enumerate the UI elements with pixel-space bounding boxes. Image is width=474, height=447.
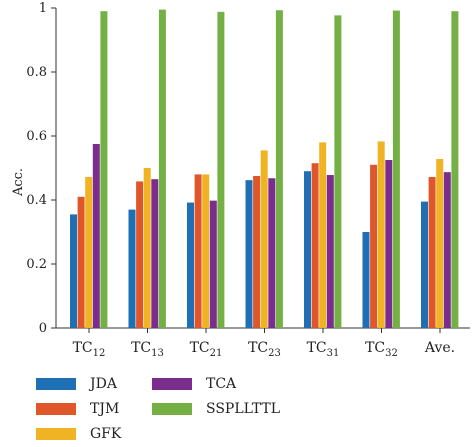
bar-jda-6 <box>362 232 370 328</box>
bar-sspllttl-3 <box>217 11 225 329</box>
bar-tjm-6 <box>370 164 378 328</box>
bar-tjm-5 <box>311 163 319 328</box>
legend-label-jda: JDA <box>90 376 117 392</box>
x-tick-label: TC32 <box>365 340 398 359</box>
bar-tca-5 <box>326 175 334 328</box>
y-tick-label: 0.8 <box>26 65 47 80</box>
bar-sspllttl-2 <box>158 9 166 328</box>
bar-gfk-5 <box>319 142 327 328</box>
bar-tca-3 <box>209 200 217 328</box>
bar-jda-3 <box>187 202 194 328</box>
y-tick-label: 0.2 <box>26 257 47 272</box>
y-tick-label: 0 <box>39 321 47 336</box>
bar-tca-2 <box>151 179 159 328</box>
x-tick-label: TC23 <box>248 340 281 359</box>
legend-swatch-gfk <box>36 428 76 440</box>
legend-swatch-tjm <box>36 403 76 415</box>
legend-label-tca: TCA <box>206 376 237 392</box>
legend: JDA TJM GFK TCA SSPLLTTL <box>36 368 336 446</box>
legend-label-tjm: TJM <box>90 401 120 417</box>
legend-label-sspllttl: SSPLLTTL <box>206 401 281 417</box>
bar-tjm-2 <box>136 181 144 328</box>
legend-item-tca: TCA <box>152 376 236 392</box>
x-tick-label: TC13 <box>131 340 164 359</box>
bar-sspllttl-6 <box>392 10 400 329</box>
bar-jda-2 <box>128 209 136 328</box>
y-tick-label: 0.4 <box>26 193 47 208</box>
bar-tjm-1 <box>77 196 85 328</box>
legend-swatch-jda <box>36 378 76 390</box>
bar-gfk-2 <box>143 168 151 328</box>
legend-item-gfk: GFK <box>36 426 121 442</box>
y-tick-label: 1 <box>39 1 47 16</box>
bar-sspllttl-4 <box>275 10 283 329</box>
legend-item-jda: JDA <box>36 376 117 392</box>
y-tick-label: 0.6 <box>26 129 47 144</box>
bar-jda-5 <box>304 171 311 328</box>
bar-tca-1 <box>92 144 100 328</box>
x-tick-label: TC21 <box>190 340 223 359</box>
bar-gfk-3 <box>202 174 210 328</box>
y-axis-label: Acc. <box>11 168 26 197</box>
bar-gfk-1 <box>85 176 93 328</box>
x-tick-label: TC31 <box>307 340 340 359</box>
bar-jda-1 <box>70 214 77 328</box>
bar-sspllttl-7 <box>451 11 459 328</box>
bar-jda-4 <box>245 180 253 328</box>
legend-item-sspllttl: SSPLLTTL <box>152 401 280 417</box>
x-tick-label: TC12 <box>73 340 106 359</box>
bar-gfk-4 <box>260 150 268 328</box>
legend-item-tjm: TJM <box>36 401 119 417</box>
legend-swatch-sspllttl <box>152 403 192 415</box>
legend-swatch-tca <box>152 378 192 390</box>
plot-area: 0 0.2 0.4 0.6 0.8 1 TC12 TC13 TC21 TC23 TC31 TC32 Av… <box>26 1 470 359</box>
bar-gfk-7 <box>436 159 444 328</box>
bar-tjm-7 <box>428 176 436 328</box>
bar-tjm-4 <box>253 176 261 328</box>
bar-jda-7 <box>421 201 428 328</box>
bar-gfk-6 <box>377 141 385 328</box>
bar-sspllttl-1 <box>100 11 108 328</box>
bar-tca-7 <box>443 172 451 328</box>
bar-tca-6 <box>385 160 393 328</box>
bar-tjm-3 <box>194 174 202 328</box>
bar-sspllttl-5 <box>334 15 342 329</box>
legend-label-gfk: GFK <box>90 426 122 442</box>
x-tick-label: Ave. <box>424 340 455 356</box>
bar-tca-4 <box>268 178 276 328</box>
